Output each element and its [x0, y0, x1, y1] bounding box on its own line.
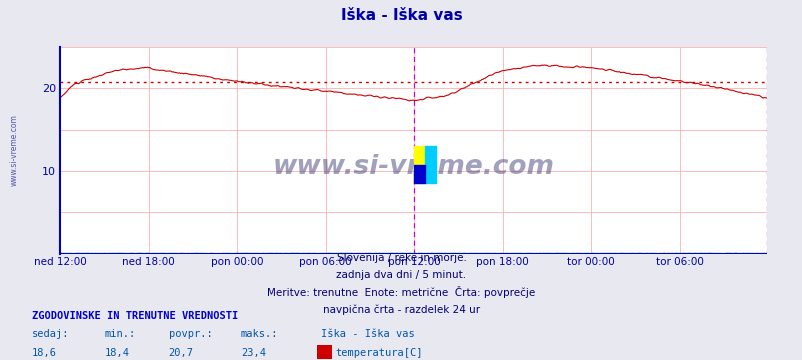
Text: min.:: min.:: [104, 329, 136, 339]
Text: www.si-vreme.com: www.si-vreme.com: [10, 114, 18, 186]
Text: sedaj:: sedaj:: [32, 329, 70, 339]
Text: povpr.:: povpr.:: [168, 329, 212, 339]
Text: www.si-vreme.com: www.si-vreme.com: [272, 154, 554, 180]
Text: 18,4: 18,4: [104, 348, 129, 358]
Text: navpična črta - razdelek 24 ur: navpična črta - razdelek 24 ur: [322, 304, 480, 315]
Text: ZGODOVINSKE IN TRENUTNE VREDNOSTI: ZGODOVINSKE IN TRENUTNE VREDNOSTI: [32, 311, 238, 321]
Text: Meritve: trenutne  Enote: metrične  Črta: povprečje: Meritve: trenutne Enote: metrične Črta: …: [267, 285, 535, 298]
Text: Iška - Iška vas: Iška - Iška vas: [321, 329, 415, 339]
Text: Iška - Iška vas: Iška - Iška vas: [340, 8, 462, 23]
Text: zadnja dva dni / 5 minut.: zadnja dva dni / 5 minut.: [336, 270, 466, 280]
Text: Slovenija / reke in morje.: Slovenija / reke in morje.: [336, 253, 466, 263]
Text: 20,7: 20,7: [168, 348, 193, 358]
Text: 18,6: 18,6: [32, 348, 57, 358]
Text: temperatura[C]: temperatura[C]: [335, 348, 423, 358]
Text: 23,4: 23,4: [241, 348, 265, 358]
Text: maks.:: maks.:: [241, 329, 278, 339]
